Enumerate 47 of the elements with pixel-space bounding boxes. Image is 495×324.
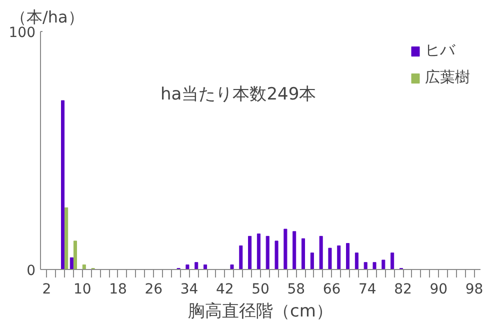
x-tick-label: 58 — [287, 282, 306, 298]
x-tick-label: 34 — [180, 282, 198, 298]
bar — [194, 262, 198, 270]
legend-label: 広葉樹 — [425, 68, 470, 87]
bar — [248, 236, 252, 270]
bar — [301, 238, 306, 270]
x-axis-title: 胸高直径階（cm） — [188, 302, 333, 322]
x-tick-label: 26 — [144, 282, 163, 298]
legend-label: ヒバ — [425, 41, 455, 60]
x-tick-label: 2 — [42, 282, 52, 298]
bar — [382, 260, 386, 270]
annotation: ha当たり本数249本 — [160, 84, 316, 104]
bar — [390, 252, 394, 270]
bar — [346, 243, 350, 270]
bar — [70, 257, 74, 270]
bar — [186, 264, 190, 270]
x-tick-label: 50 — [252, 282, 270, 298]
x-tick-label: 10 — [73, 282, 92, 298]
bar — [328, 248, 332, 270]
bar — [354, 252, 358, 270]
x-tick-label: 98 — [465, 282, 484, 298]
x-tick-label: 74 — [358, 282, 376, 298]
bar — [266, 236, 270, 270]
y-axis-title: （本/ha） — [10, 8, 84, 26]
y-tick-label: 100 — [8, 25, 36, 41]
bar — [64, 207, 68, 270]
bar — [292, 231, 296, 270]
bar — [239, 245, 243, 270]
bar — [73, 240, 77, 270]
x-tick-label: 18 — [109, 282, 127, 298]
bar — [274, 240, 278, 270]
bar — [364, 262, 368, 270]
x-tick-label: 82 — [394, 282, 412, 298]
bar — [319, 236, 323, 270]
bar — [82, 264, 86, 270]
x-tick-label: 66 — [322, 282, 341, 298]
bar — [337, 245, 341, 270]
x-tick-label: 42 — [216, 282, 234, 298]
bar — [204, 264, 208, 270]
bar — [372, 262, 376, 270]
x-tick-label: 90 — [430, 282, 448, 298]
bar — [230, 264, 234, 270]
bar — [284, 228, 288, 270]
bar — [256, 234, 260, 270]
y-tick-label: 0 — [26, 263, 36, 279]
bar — [310, 252, 314, 270]
bar — [61, 100, 65, 270]
